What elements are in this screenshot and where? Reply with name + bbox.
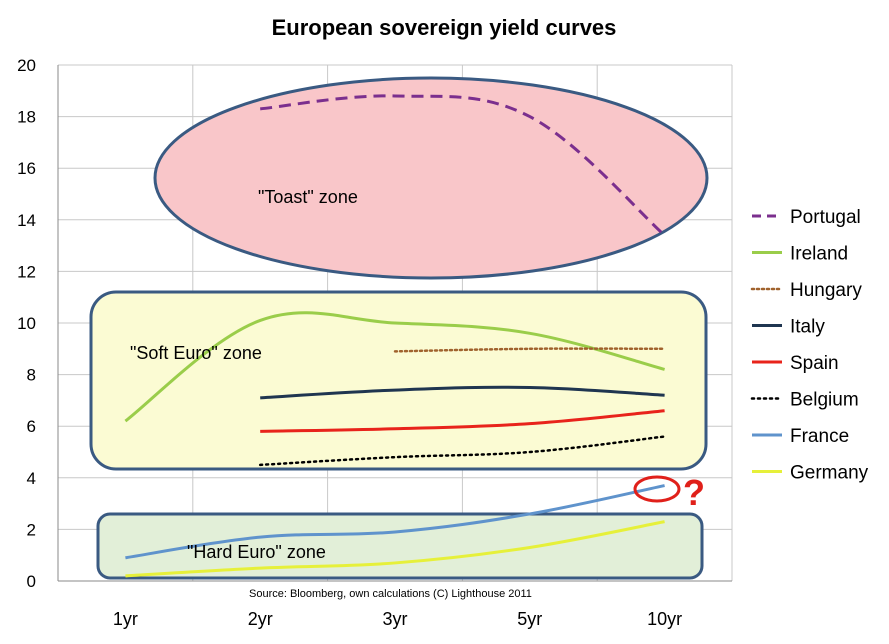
- hard-euro-zone-box: [96, 512, 704, 580]
- legend-label-france: France: [790, 426, 849, 447]
- source-note: Source: Bloomberg, own calculations (C) …: [249, 588, 532, 600]
- series-line-belgium: [258, 435, 666, 467]
- toast-zone-ellipse: [153, 76, 709, 280]
- soft-euro-zone-label: "Soft Euro" zone: [130, 343, 262, 363]
- question-mark-annotation: ?: [683, 472, 705, 513]
- y-tick-label: 10: [17, 314, 36, 333]
- legend-label-hungary: Hungary: [790, 280, 862, 301]
- x-tick-label-3yr: 3yr: [382, 609, 407, 629]
- y-tick-label: 20: [17, 56, 36, 75]
- series-lines: [124, 94, 666, 578]
- hard-euro-zone-label: "Hard Euro" zone: [187, 542, 326, 562]
- y-tick-label: 8: [27, 366, 36, 385]
- x-tick-label-1yr: 1yr: [113, 609, 138, 629]
- series-line-ireland: [124, 311, 665, 423]
- x-tick-label-10yr: 10yr: [647, 609, 682, 629]
- legend-label-italy: Italy: [790, 317, 825, 338]
- legend-label-spain: Spain: [790, 353, 839, 374]
- series-line-hungary: [393, 347, 666, 353]
- axes: 0 2 4 6 8 10 12 14 16 18 20 1yr 2yr 3yr 5yr 10yr: [17, 56, 732, 629]
- series-line-italy: [260, 385, 665, 400]
- series-line-spain: [260, 409, 665, 433]
- y-tick-label: 6: [27, 417, 36, 436]
- y-tick-label: 14: [17, 211, 36, 230]
- y-tick-label: 4: [27, 469, 36, 488]
- france-10yr-highlight: [633, 475, 681, 503]
- x-tick-label-5yr: 5yr: [517, 609, 542, 629]
- legend-label-ireland: Ireland: [790, 244, 848, 265]
- y-tick-label: 0: [27, 572, 36, 591]
- legend-label-belgium: Belgium: [790, 390, 859, 411]
- y-tick-label: 12: [17, 262, 36, 281]
- y-tick-label: 18: [17, 108, 36, 127]
- soft-euro-zone-box: [89, 290, 708, 471]
- y-tick-label: 2: [27, 520, 36, 539]
- series-line-france: [125, 484, 665, 560]
- series-line-portugal: [260, 94, 666, 237]
- y-tick-label: 16: [17, 159, 36, 178]
- series-line-germany: [125, 520, 665, 578]
- legend-label-portugal: Portugal: [790, 207, 861, 228]
- legend-label-germany: Germany: [790, 463, 869, 484]
- toast-zone-label: "Toast" zone: [258, 187, 358, 207]
- x-tick-label-2yr: 2yr: [248, 609, 273, 629]
- chart-title: European sovereign yield curves: [272, 15, 617, 40]
- legend: Portugal Ireland Hungary Italy Spain Belgium F…: [750, 207, 869, 484]
